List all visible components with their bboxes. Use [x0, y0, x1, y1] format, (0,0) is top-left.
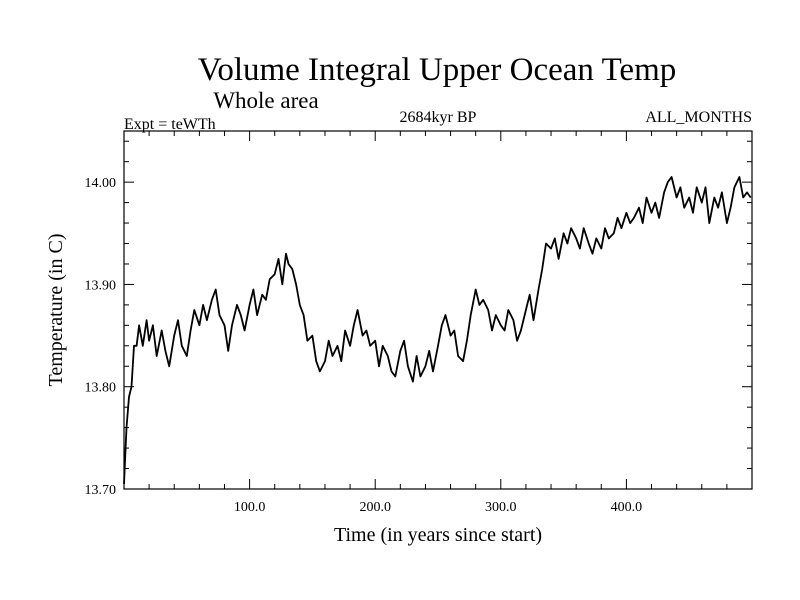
y-tick-label: 13.70 [85, 483, 117, 498]
y-tick-label: 13.90 [85, 278, 117, 293]
x-axis-ticks [148, 131, 728, 489]
y-axis-tick-labels: 13.70 13.80 13.90 14.00 [85, 176, 117, 498]
x-tick-label: 100.0 [234, 500, 266, 515]
chart-subtitle: Whole area [213, 88, 318, 113]
x-tick-label: 400.0 [611, 500, 643, 515]
y-tick-label: 14.00 [85, 176, 117, 191]
plot-frame [123, 130, 753, 490]
experiment-label: Expt = teWTh [124, 116, 216, 133]
temperature-series-line [123, 176, 752, 484]
chart-title: Volume Integral Upper Ocean Temp [198, 52, 676, 88]
period-label: 2684kyr BP [400, 109, 477, 126]
x-tick-label: 200.0 [359, 500, 391, 515]
months-label: ALL_MONTHS [645, 109, 752, 126]
y-axis-label: Temperature (in C) [45, 234, 67, 387]
x-axis-tick-labels: 100.0 200.0 300.0 400.0 [234, 500, 642, 515]
x-axis-label: Time (in years since start) [334, 524, 542, 546]
x-tick-label: 300.0 [485, 500, 517, 515]
y-tick-label: 13.80 [85, 381, 117, 396]
